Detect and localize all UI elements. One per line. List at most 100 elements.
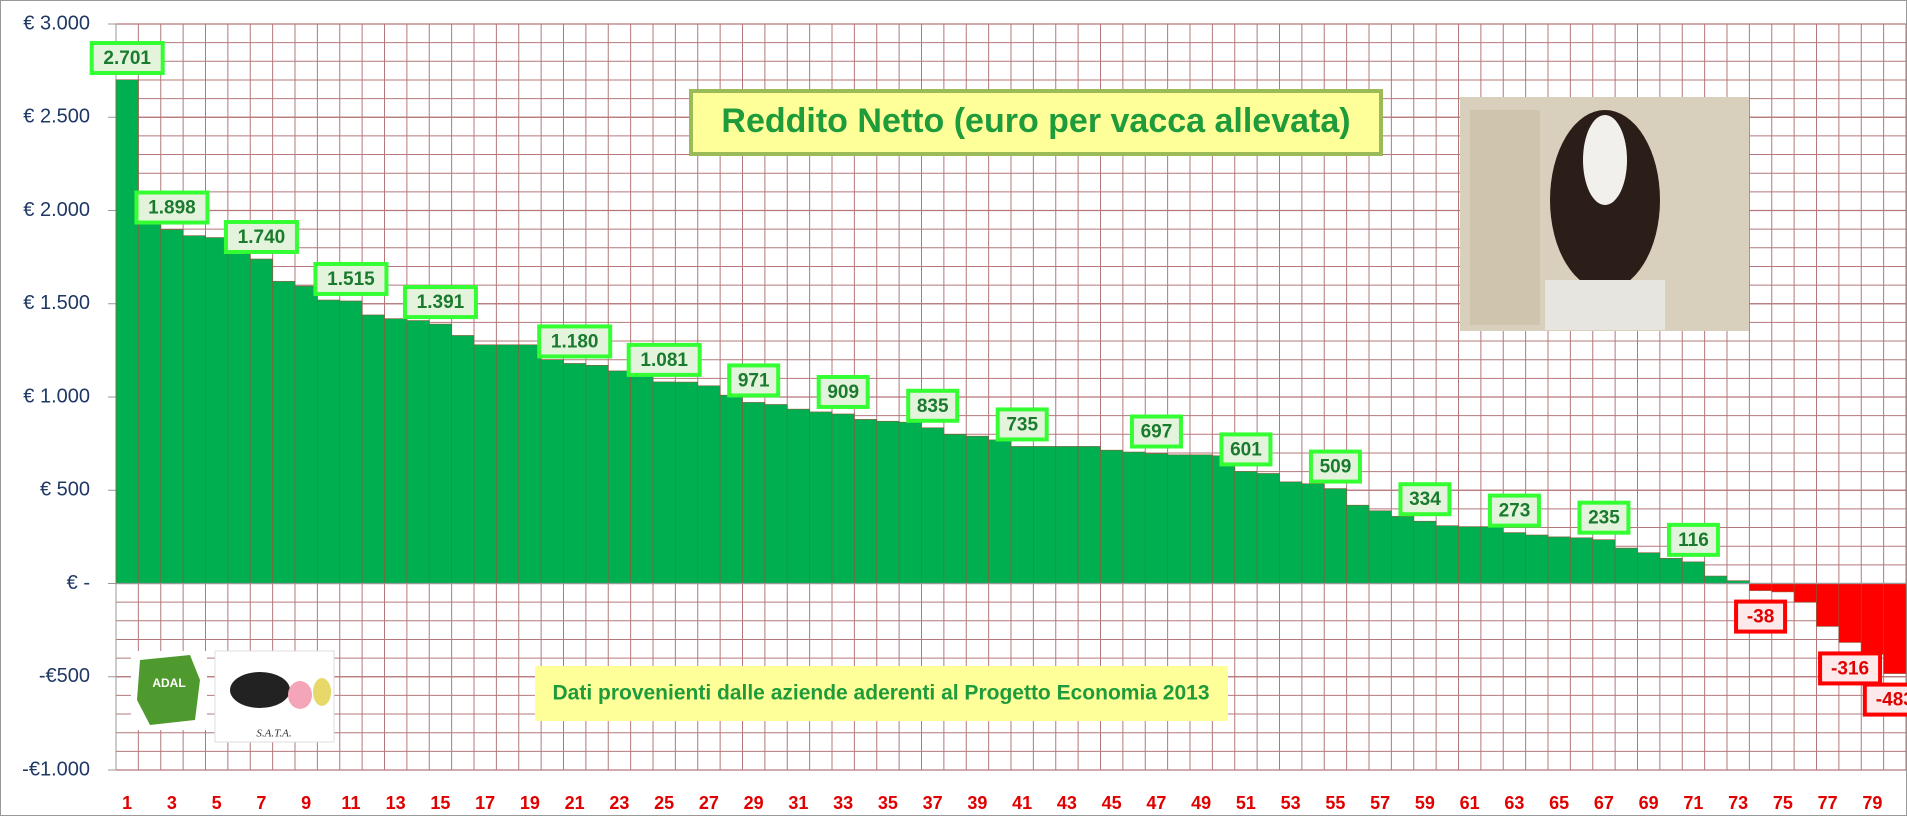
- x-tick-label: 73: [1728, 793, 1748, 813]
- value-label: 273: [1499, 501, 1531, 522]
- x-tick-label: 9: [301, 793, 311, 813]
- value-label: 601: [1230, 439, 1262, 460]
- y-tick-label: € 1.000: [23, 385, 90, 407]
- x-tick-label: 31: [788, 793, 808, 813]
- x-tick-label: 69: [1639, 793, 1659, 813]
- bar: [295, 286, 317, 583]
- x-tick-label: 39: [967, 793, 987, 813]
- bar: [1593, 540, 1615, 584]
- bar: [1548, 537, 1570, 584]
- x-tick-label: 7: [256, 793, 266, 813]
- chart-title: Reddito Netto (euro per vacca allevata): [721, 102, 1350, 140]
- bar: [1772, 584, 1794, 592]
- value-label: 835: [917, 396, 949, 417]
- bar: [1369, 511, 1391, 584]
- bar: [1884, 584, 1906, 674]
- bar: [631, 375, 653, 584]
- bar: [787, 409, 809, 583]
- bar: [1839, 584, 1861, 643]
- value-label: 1.898: [148, 198, 196, 219]
- bar: [385, 319, 407, 584]
- bar: [1526, 535, 1548, 583]
- x-tick-label: 51: [1236, 793, 1256, 813]
- value-label: 235: [1588, 508, 1620, 529]
- bar: [564, 363, 586, 583]
- bar: [653, 382, 675, 584]
- value-label: 735: [1006, 414, 1038, 435]
- bar: [810, 412, 832, 584]
- x-tick-label: 79: [1862, 793, 1882, 813]
- y-tick-label: € 1.500: [23, 292, 90, 314]
- logo-sata-hen: [313, 678, 331, 706]
- bar: [250, 259, 272, 584]
- bar: [183, 236, 205, 584]
- value-label: 909: [827, 382, 859, 403]
- bar: [317, 300, 339, 583]
- value-label: 116: [1678, 530, 1709, 551]
- x-tick-label: 19: [520, 793, 540, 813]
- bar: [966, 436, 988, 583]
- bar: [116, 80, 138, 584]
- x-tick-label: 71: [1683, 793, 1703, 813]
- x-tick-label: 55: [1325, 793, 1345, 813]
- x-tick-label: 5: [212, 793, 222, 813]
- x-tick-label: 41: [1012, 793, 1032, 813]
- bar: [407, 321, 429, 584]
- bar: [854, 419, 876, 583]
- bar: [1190, 455, 1212, 584]
- value-label: 1.740: [238, 227, 286, 248]
- y-tick-label: € 3.000: [23, 12, 90, 34]
- bar: [429, 324, 451, 583]
- bar: [138, 212, 160, 583]
- bar: [989, 440, 1011, 584]
- chart: -€1.000-€500€ -€ 500€ 1.000€ 1.500€ 2.00…: [0, 0, 1907, 816]
- bar: [1212, 456, 1234, 584]
- x-tick-label: 53: [1281, 793, 1301, 813]
- x-tick-label: 33: [833, 793, 853, 813]
- x-tick-label: 25: [654, 793, 674, 813]
- bar: [1481, 527, 1503, 584]
- x-tick-label: 1: [122, 793, 132, 813]
- bar: [1257, 473, 1279, 583]
- bar: [206, 238, 228, 584]
- bar: [675, 382, 697, 583]
- bar: [1123, 452, 1145, 583]
- x-tick-label: 47: [1146, 793, 1166, 813]
- bar: [1682, 562, 1704, 584]
- photo-calf-blaze: [1583, 115, 1627, 205]
- logo-sata-cow: [230, 672, 290, 708]
- bar: [340, 301, 362, 584]
- value-label: -38: [1747, 607, 1774, 628]
- bar: [1101, 450, 1123, 583]
- bar: [1570, 538, 1592, 584]
- value-label: 697: [1141, 422, 1173, 443]
- bar: [1638, 553, 1660, 584]
- x-tick-label: 21: [565, 793, 585, 813]
- bar: [720, 395, 742, 583]
- bar: [1235, 471, 1257, 583]
- value-label: 334: [1409, 489, 1441, 510]
- bar: [1302, 484, 1324, 584]
- logo-sata-pig: [288, 681, 312, 709]
- y-tick-label: € 500: [40, 479, 90, 501]
- value-label: 2.701: [103, 48, 151, 69]
- bar: [1503, 533, 1525, 584]
- x-tick-label: 49: [1191, 793, 1211, 813]
- subtitle: Dati provenienti dalle aziende aderenti …: [552, 682, 1209, 705]
- x-tick-label: 75: [1773, 793, 1793, 813]
- x-tick-label: 57: [1370, 793, 1390, 813]
- x-tick-label: 59: [1415, 793, 1435, 813]
- bar: [765, 404, 787, 583]
- x-tick-label: 65: [1549, 793, 1569, 813]
- bar: [1347, 505, 1369, 583]
- y-tick-label: € -: [67, 572, 90, 594]
- x-tick-label: 35: [878, 793, 898, 813]
- x-tick-label: 67: [1594, 793, 1614, 813]
- value-label: 1.391: [417, 292, 465, 313]
- bar: [899, 422, 921, 583]
- value-label: 1.515: [327, 269, 375, 290]
- x-tick-label: 3: [167, 793, 177, 813]
- bar: [1033, 446, 1055, 583]
- bar: [877, 421, 899, 583]
- bar: [452, 335, 474, 583]
